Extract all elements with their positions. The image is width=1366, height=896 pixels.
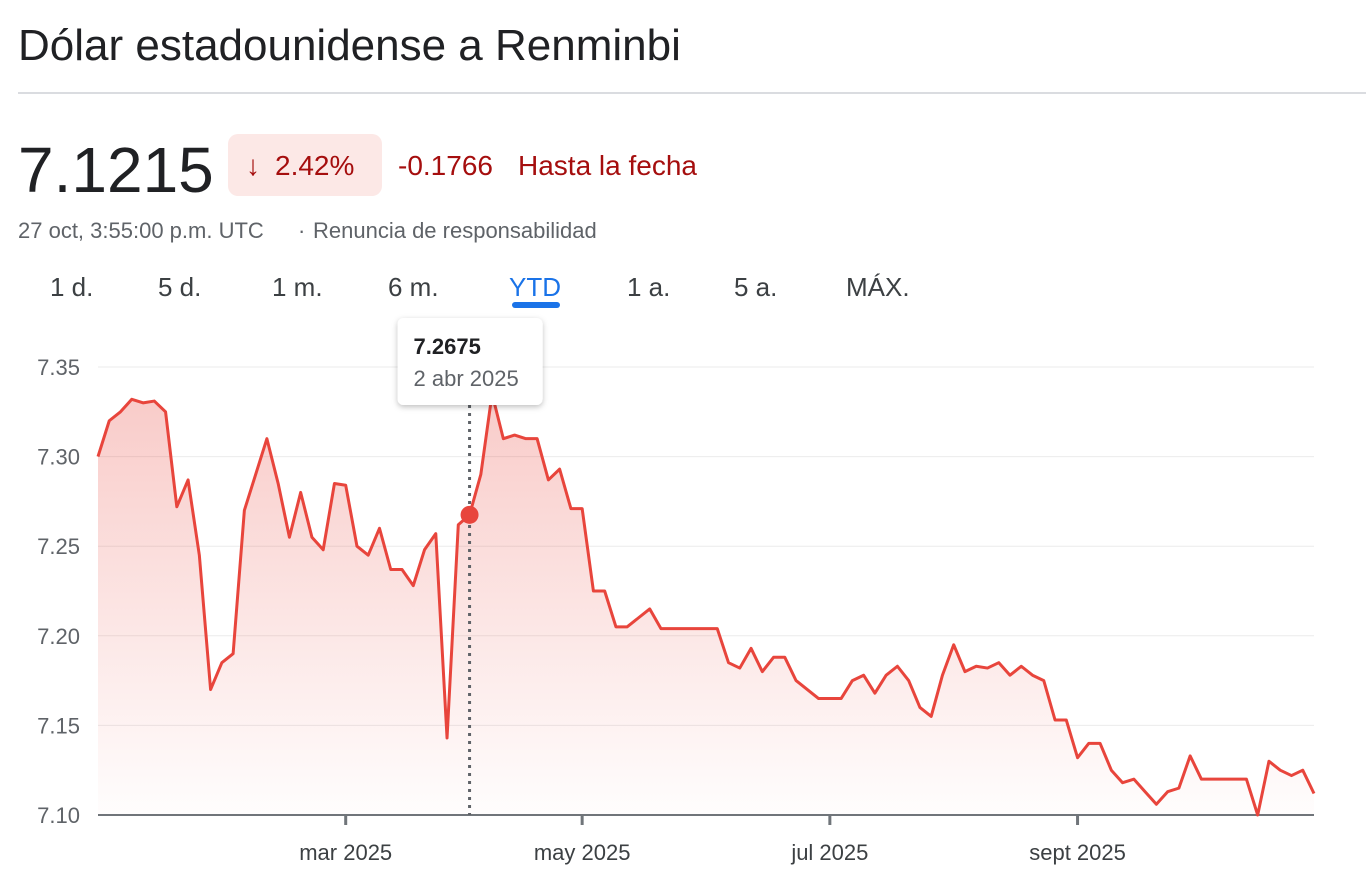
tab[interactable]: 6 m. xyxy=(388,272,439,302)
tooltip-box xyxy=(397,318,543,405)
area-fill xyxy=(98,393,1314,815)
y-tick-label: 7.35 xyxy=(37,355,80,380)
tab[interactable]: MÁX. xyxy=(846,272,910,302)
separator: · xyxy=(298,218,305,243)
x-tick-label: may 2025 xyxy=(534,840,631,865)
plot: 7.10 7.15 7.20 7.25 7.30 7.35 mar 2025 may 2025… xyxy=(37,318,1316,865)
tooltip-value: 7.2675 xyxy=(414,334,481,359)
hover-point xyxy=(460,505,479,524)
timestamp: 27 oct, 3:55:00 p.m. UTC xyxy=(18,218,264,243)
tab[interactable]: YTD xyxy=(509,272,561,302)
y-tick-label: 7.30 xyxy=(37,445,80,470)
y-tick-label: 7.10 xyxy=(37,803,80,828)
down-arrow: ↓ xyxy=(246,150,260,181)
active-tab-indicator xyxy=(512,302,560,308)
tab[interactable]: 5 a. xyxy=(734,272,777,302)
tab[interactable]: 1 a. xyxy=(627,272,670,302)
price: 7.1215 xyxy=(18,134,214,206)
x-tick-label: mar 2025 xyxy=(299,840,392,865)
change-badge xyxy=(228,134,382,196)
title: Dólar estadounidense a Renminbi xyxy=(18,21,681,70)
change: -0.1766 xyxy=(398,150,493,181)
y-tick-label: 7.15 xyxy=(37,713,80,738)
x-tick-label: sept 2025 xyxy=(1029,840,1126,865)
tab[interactable]: 1 d. xyxy=(50,272,93,302)
y-tick-label: 7.25 xyxy=(37,534,80,559)
disclaimer[interactable]: Renuncia de responsabilidad xyxy=(313,218,597,243)
x-tick-label: jul 2025 xyxy=(790,840,868,865)
y-tick-label: 7.20 xyxy=(37,624,80,649)
tooltip-date: 2 abr 2025 xyxy=(414,366,519,391)
change-percent: 2.42% xyxy=(275,150,354,181)
tab[interactable]: 5 d. xyxy=(158,272,201,302)
tabs: 1 d. 5 d. 1 m. 6 m. YTD 1 a. 5 a. MÁX. xyxy=(50,272,910,302)
period: Hasta la fecha xyxy=(518,150,697,181)
price-line xyxy=(96,392,1316,817)
tab[interactable]: 1 m. xyxy=(272,272,323,302)
